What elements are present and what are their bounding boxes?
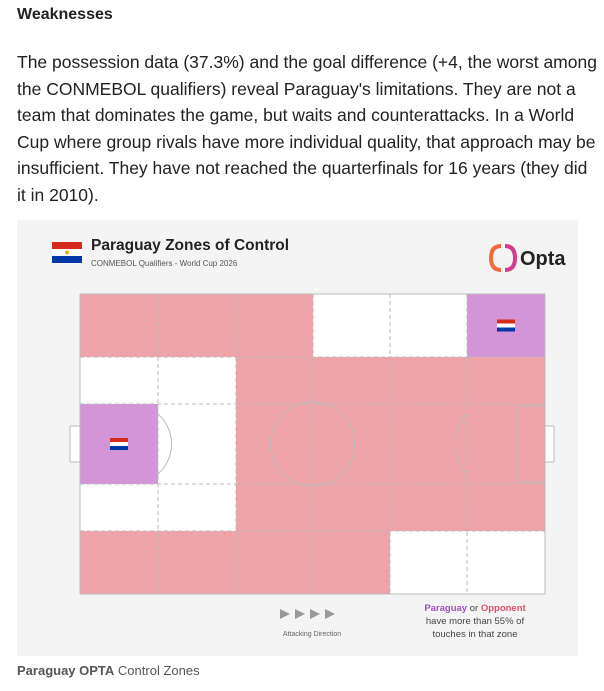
zone bbox=[390, 357, 467, 404]
zone bbox=[467, 484, 545, 531]
zone bbox=[80, 531, 158, 594]
zone-flag bbox=[497, 319, 515, 324]
zone bbox=[80, 357, 158, 404]
zone bbox=[158, 294, 236, 357]
legend-or: or bbox=[470, 603, 478, 614]
zone bbox=[313, 484, 390, 531]
zone bbox=[236, 294, 313, 357]
zone bbox=[467, 357, 545, 404]
zone bbox=[390, 484, 467, 531]
zone bbox=[158, 357, 236, 404]
zone bbox=[236, 357, 313, 404]
zone bbox=[390, 531, 467, 594]
zone bbox=[236, 404, 313, 484]
zone bbox=[467, 404, 545, 484]
zone bbox=[158, 484, 236, 531]
pitch bbox=[69, 293, 555, 595]
zone-flag bbox=[110, 442, 128, 446]
zone bbox=[390, 294, 467, 357]
zone bbox=[390, 404, 467, 484]
zone-flag bbox=[110, 438, 128, 442]
zone bbox=[236, 531, 313, 594]
zone bbox=[236, 484, 313, 531]
graphic-subtitle: CONMEBOL Qualifiers - World Cup 2026 bbox=[91, 259, 238, 268]
zone bbox=[313, 404, 390, 484]
opta-logo: Opta bbox=[488, 244, 566, 272]
legend-line-2: have more than 55% of bbox=[426, 616, 525, 627]
direction-label: Attacking Direction bbox=[283, 631, 341, 638]
graphic: Paraguay Zones of Control CONMEBOL Quali… bbox=[17, 220, 578, 656]
legend-team: Paraguay bbox=[424, 603, 467, 614]
zone bbox=[158, 531, 236, 594]
header-flag bbox=[52, 242, 82, 263]
left-goal bbox=[69, 425, 81, 463]
right-goal bbox=[544, 425, 555, 463]
zone-flag bbox=[497, 327, 515, 332]
zone bbox=[80, 484, 158, 531]
legend-line-1: Paraguay or Opponent bbox=[424, 603, 526, 614]
caption-bold: Paraguay OPTA bbox=[17, 663, 115, 678]
zone-flag bbox=[497, 323, 515, 328]
legend-opponent: Opponent bbox=[481, 603, 527, 614]
caption: Paraguay OPTA Control Zones bbox=[17, 663, 200, 678]
zone-flag bbox=[110, 446, 128, 450]
heading: Weaknesses bbox=[17, 6, 113, 23]
zone bbox=[313, 357, 390, 404]
legend-line-3: touches in that zone bbox=[432, 629, 517, 640]
zone bbox=[158, 404, 236, 484]
center-circle bbox=[270, 401, 355, 487]
direction-arrows bbox=[280, 609, 335, 619]
paragraph: The possession data (37.3%) and the goal… bbox=[17, 52, 597, 205]
zone bbox=[467, 531, 545, 594]
left-arc bbox=[157, 413, 172, 475]
graphic-title: Paraguay Zones of Control bbox=[91, 237, 289, 254]
logo-text: Opta bbox=[520, 248, 566, 270]
right-arc bbox=[453, 413, 468, 475]
zone bbox=[313, 531, 390, 594]
zone bbox=[80, 294, 158, 357]
zone bbox=[313, 294, 390, 357]
caption-text: Control Zones bbox=[117, 663, 200, 678]
